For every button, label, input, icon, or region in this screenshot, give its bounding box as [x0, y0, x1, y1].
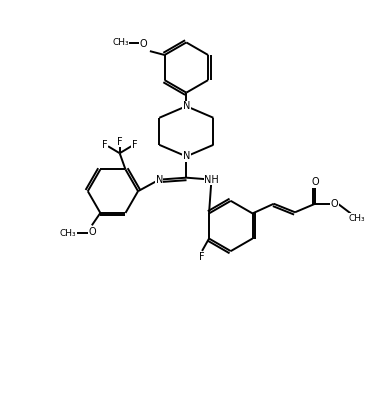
Text: F: F [102, 140, 108, 150]
Text: F: F [117, 137, 122, 147]
Text: N: N [183, 101, 190, 111]
Text: O: O [330, 199, 338, 209]
Text: O: O [139, 39, 147, 49]
Text: O: O [88, 227, 96, 236]
Text: O: O [311, 177, 319, 187]
Text: NH: NH [204, 175, 219, 185]
Text: F: F [132, 140, 137, 150]
Text: N: N [156, 175, 163, 185]
Text: CH₃: CH₃ [112, 38, 129, 47]
Text: CH₃: CH₃ [60, 229, 76, 238]
Text: F: F [199, 252, 205, 262]
Text: N: N [183, 151, 190, 162]
Text: CH₃: CH₃ [348, 214, 365, 223]
